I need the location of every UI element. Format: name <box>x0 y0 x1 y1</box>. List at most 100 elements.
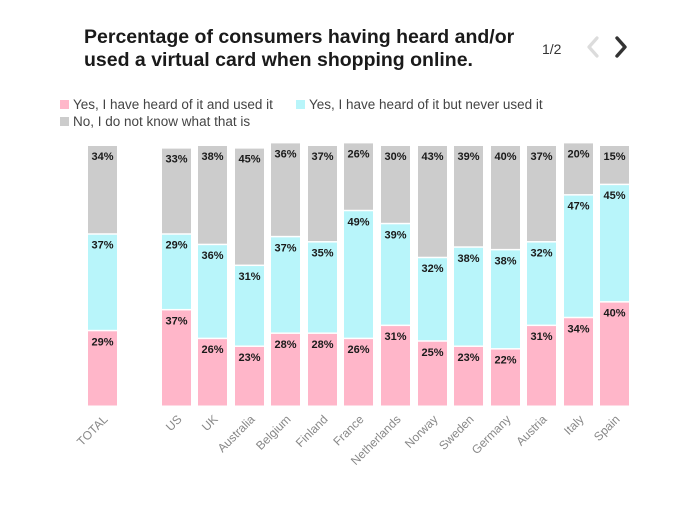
bar-australia-used <box>235 346 264 406</box>
data-label-belgium-heard: 37% <box>274 242 296 254</box>
legend-label-unknown: No, I do not know what that is <box>73 114 251 129</box>
x-tick-label-finland: Finland <box>293 412 331 450</box>
bar-spain-heard <box>600 185 629 302</box>
bar-sweden-unknown <box>454 146 483 247</box>
bar-spain-used <box>600 302 629 406</box>
bar-total-unknown <box>88 146 117 234</box>
bar-germany-unknown <box>491 146 520 249</box>
x-tick-label-uk: UK <box>199 412 221 434</box>
x-tick-label-total: TOTAL <box>74 412 111 449</box>
legend-swatch-unknown <box>60 117 69 126</box>
data-label-total-heard: 37% <box>91 240 113 252</box>
data-label-us-used: 37% <box>165 315 187 327</box>
bar-belgium-unknown <box>271 143 300 236</box>
bar-norway-heard <box>418 258 447 341</box>
x-tick-label-france: France <box>330 412 367 449</box>
data-label-italy-heard: 47% <box>567 201 589 213</box>
bar-norway-used <box>418 341 447 406</box>
legend-item-unknown: No, I do not know what that is <box>60 114 250 129</box>
data-label-france-unknown: 26% <box>347 148 369 160</box>
bar-us-heard <box>162 234 191 309</box>
bar-belgium-used <box>271 333 300 406</box>
data-label-sweden-used: 23% <box>457 352 479 364</box>
bar-uk-unknown <box>198 146 227 244</box>
data-label-norway-heard: 32% <box>421 263 443 275</box>
data-label-total-unknown: 34% <box>91 151 113 163</box>
bar-france-used <box>344 339 373 406</box>
bar-finland-used <box>308 333 337 406</box>
bar-italy-used <box>564 318 593 406</box>
bar-finland-unknown <box>308 146 337 242</box>
data-label-italy-used: 34% <box>567 323 589 335</box>
x-tick-label-spain: Spain <box>591 412 623 444</box>
legend-item-used: Yes, I have heard of it and used it <box>60 97 273 112</box>
x-tick-label-us: US <box>163 412 185 434</box>
bar-us-unknown <box>162 148 191 234</box>
chevron-left-icon[interactable] <box>582 34 606 60</box>
data-label-belgium-unknown: 36% <box>274 148 296 160</box>
bar-australia-heard <box>235 266 264 346</box>
data-label-austria-heard: 32% <box>530 248 552 260</box>
bar-belgium-heard <box>271 237 300 333</box>
bar-spain-unknown <box>600 146 629 184</box>
x-tick-label-germany: Germany <box>469 412 514 457</box>
data-label-sweden-heard: 38% <box>457 253 479 265</box>
data-label-finland-heard: 35% <box>311 248 333 260</box>
bar-sweden-heard <box>454 247 483 346</box>
data-label-spain-used: 40% <box>603 308 625 320</box>
legend-label-used: Yes, I have heard of it and used it <box>73 97 273 112</box>
bar-netherlands-heard <box>381 224 410 325</box>
x-tick-label-australia: Australia <box>215 412 258 455</box>
data-label-finland-unknown: 37% <box>311 151 333 163</box>
chevron-right-icon[interactable] <box>610 34 634 60</box>
bar-france-heard <box>344 211 373 338</box>
data-label-uk-heard: 36% <box>201 250 223 262</box>
data-label-germany-unknown: 40% <box>494 151 516 163</box>
data-label-norway-used: 25% <box>421 347 443 359</box>
bar-norway-unknown <box>418 146 447 257</box>
data-label-uk-used: 26% <box>201 344 223 356</box>
x-tick-label-belgium: Belgium <box>253 412 294 453</box>
bar-france-unknown <box>344 143 373 210</box>
bar-netherlands-used <box>381 326 410 406</box>
data-label-norway-unknown: 43% <box>421 151 443 163</box>
bar-austria-heard <box>527 242 556 325</box>
data-label-france-used: 26% <box>347 344 369 356</box>
data-label-austria-used: 31% <box>530 331 552 343</box>
bar-germany-used <box>491 349 520 406</box>
bar-sweden-used <box>454 346 483 406</box>
legend-swatch-heard <box>296 100 305 109</box>
bar-total-used <box>88 331 117 406</box>
bar-netherlands-unknown <box>381 146 410 223</box>
x-tick-label-italy: Italy <box>561 412 586 437</box>
bar-total-heard <box>88 234 117 330</box>
data-label-spain-heard: 45% <box>603 190 625 202</box>
bar-italy-heard <box>564 195 593 317</box>
data-label-france-heard: 49% <box>347 216 369 228</box>
bar-uk-used <box>198 339 227 406</box>
data-label-australia-used: 23% <box>238 352 260 364</box>
data-label-us-unknown: 33% <box>165 154 187 166</box>
data-label-italy-unknown: 20% <box>567 148 589 160</box>
page-indicator: 1/2 <box>542 41 562 57</box>
bar-us-used <box>162 310 191 406</box>
x-tick-label-austria: Austria <box>513 412 550 449</box>
legend-label-heard: Yes, I have heard of it but never used i… <box>309 97 543 112</box>
bar-austria-unknown <box>527 146 556 242</box>
bar-finland-heard <box>308 242 337 333</box>
data-label-germany-heard: 38% <box>494 255 516 267</box>
data-label-germany-used: 22% <box>494 355 516 367</box>
data-label-spain-unknown: 15% <box>603 151 625 163</box>
data-label-netherlands-unknown: 30% <box>384 151 406 163</box>
legend-swatch-used <box>60 100 69 109</box>
chart-title: Percentage of consumers having heard and… <box>84 26 515 71</box>
bar-uk-heard <box>198 245 227 338</box>
data-label-uk-unknown: 38% <box>201 151 223 163</box>
legend-item-heard: Yes, I have heard of it but never used i… <box>296 97 543 112</box>
data-label-austria-unknown: 37% <box>530 151 552 163</box>
data-label-australia-heard: 31% <box>238 271 260 283</box>
data-label-netherlands-used: 31% <box>384 331 406 343</box>
data-label-belgium-used: 28% <box>274 339 296 351</box>
data-label-total-used: 29% <box>91 336 113 348</box>
